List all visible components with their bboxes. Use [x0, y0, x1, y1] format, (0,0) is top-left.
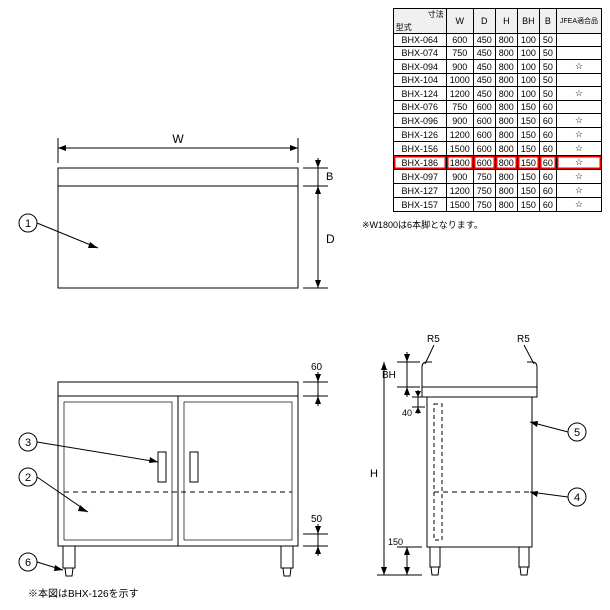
table-note: ※W1800は6本脚となります。	[362, 218, 602, 231]
dim-50: 50	[311, 514, 323, 525]
table-row: BHX-156150060080015060☆	[393, 142, 601, 156]
top-view-diagram: W B D 1	[8, 8, 358, 308]
callout-4: 4	[574, 492, 580, 504]
dim-150: 150	[388, 537, 403, 547]
dim-label-b: B	[326, 171, 333, 183]
table-row: BHX-09490045080010050☆	[393, 60, 601, 74]
table-row: BHX-157150075080015060☆	[393, 198, 601, 212]
table-row: BHX-09790075080015060☆	[393, 170, 601, 184]
front-caption: ※本図はBHX-126を示す	[28, 587, 139, 600]
spec-table: 寸法 型式 W D H BH B JFEA適合品 BHX-06460045080…	[393, 8, 602, 212]
table-row: BHX-104100045080010050	[393, 74, 601, 87]
table-row: BHX-09690060080015060☆	[393, 114, 601, 128]
dim-label-d: D	[326, 232, 335, 246]
front-view-diagram: 60 50 3 2 6 ※本図はBHX-126を示す	[8, 312, 358, 602]
table-row: BHX-127120075080015060☆	[393, 184, 601, 198]
callout-5: 5	[574, 427, 580, 439]
table-row: BHX-124120045080010050☆	[393, 87, 601, 101]
dim-r5a: R5	[427, 334, 440, 345]
table-row: BHX-186180060080015060☆	[393, 156, 601, 170]
dim-label-w: W	[172, 132, 184, 146]
table-row: BHX-06460045080010050	[393, 34, 601, 47]
callout-1: 1	[25, 218, 31, 230]
table-row: BHX-07675060080015060	[393, 101, 601, 114]
callout-2: 2	[25, 472, 31, 484]
dim-r5b: R5	[517, 334, 530, 345]
table-row: BHX-126120060080015060☆	[393, 128, 601, 142]
spec-table-panel: 寸法 型式 W D H BH B JFEA適合品 BHX-06460045080…	[362, 8, 602, 308]
dim-40: 40	[402, 408, 412, 418]
dim-h: H	[370, 468, 378, 480]
side-view-diagram: R5 R5 BH 40	[362, 312, 602, 602]
dim-60: 60	[311, 362, 323, 373]
callout-6: 6	[25, 557, 31, 569]
callout-3: 3	[25, 437, 31, 449]
table-row: BHX-07475045080010050	[393, 47, 601, 60]
